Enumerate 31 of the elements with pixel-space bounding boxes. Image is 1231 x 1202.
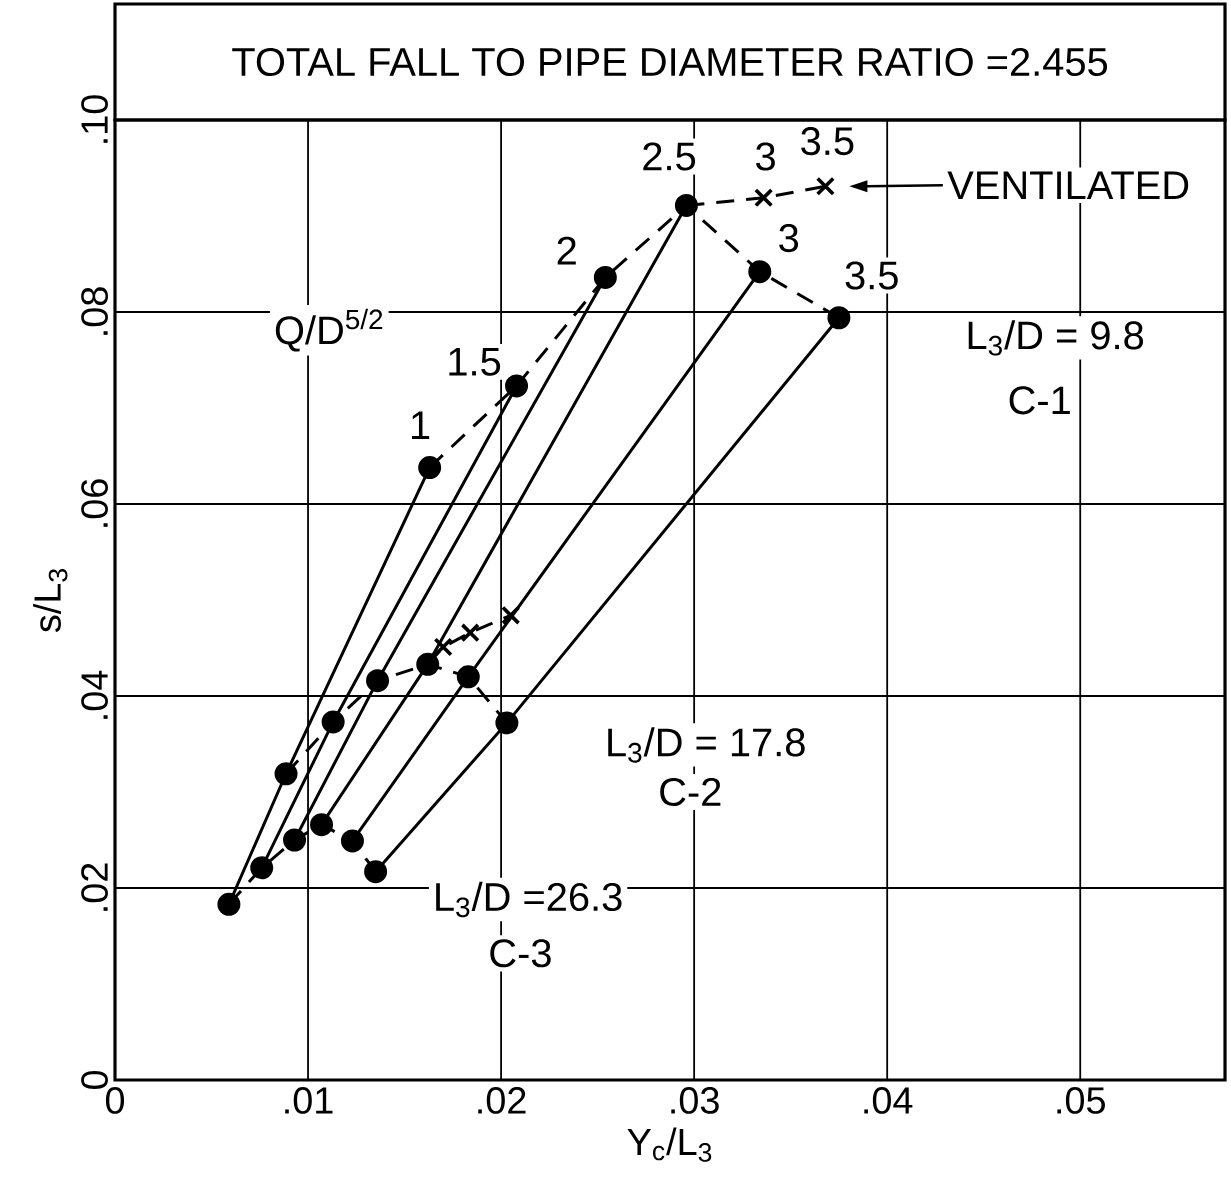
y-axis-title: s/L$_{3}$: [33, 569, 68, 633]
annotation: L$_{3}$/D =26.3: [436, 881, 622, 918]
annotation: Q/D$^{5/2}$: [275, 308, 383, 352]
annotation: 3.5: [845, 261, 898, 290]
x-tick-label: 0: [105, 1087, 125, 1114]
annotation: L$_{3}$/D = 9.8: [968, 320, 1144, 356]
x-tick-label: .02: [478, 1087, 526, 1114]
annotation: 2.5: [643, 142, 696, 171]
annotation: 3: [756, 142, 775, 171]
x-tick-label: .05: [1057, 1087, 1105, 1114]
y-tick-label: .04: [81, 670, 108, 719]
x-tick-label: .03: [671, 1087, 719, 1114]
annotation: L$_{3}$/D = 17.8: [608, 727, 805, 763]
annotation: 2: [557, 236, 576, 265]
x-tick-label: .01: [285, 1087, 333, 1114]
chart-title: TOTAL FALL TO PIPE DIAMETER RATIO =2.455: [232, 47, 1108, 77]
annotation: C-3: [490, 939, 551, 968]
y-tick-label: .02: [81, 863, 108, 911]
annotation: 3.5: [801, 127, 854, 156]
annotation: 3: [779, 223, 799, 253]
annotation: VENTILATED: [947, 171, 1189, 199]
x-axis-title: Y$_{c}$/L$_{3}$: [627, 1127, 712, 1162]
annotation: C-1: [1009, 386, 1070, 415]
annotation: 1: [411, 411, 430, 439]
y-tick-label: .06: [81, 479, 108, 527]
annotation: 1.5: [449, 348, 501, 376]
annotation: C-2: [660, 777, 721, 807]
x-tick-label: .04: [864, 1087, 913, 1114]
y-tick-label: .10: [81, 95, 108, 143]
y-tick-label: 0: [81, 1070, 108, 1090]
y-tick-label: .08: [81, 287, 108, 335]
